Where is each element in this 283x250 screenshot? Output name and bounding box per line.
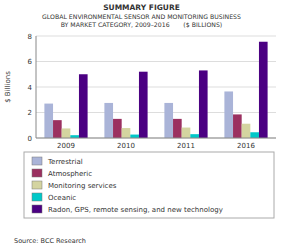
bar [122, 128, 131, 138]
bar [242, 124, 251, 138]
chart: SUMMARY FIGUREGLOBAL ENVIRONMENTAL SENSO… [0, 0, 283, 250]
bar [259, 42, 268, 138]
y-tick-label: 2 [28, 109, 32, 117]
bar [53, 120, 62, 138]
y-tick-label: 8 [28, 33, 32, 41]
grid-line [36, 87, 276, 88]
grid-line [36, 138, 276, 139]
subtitle: BY MARKET CATEGORY, 2009–2016 ($ BILLION… [61, 21, 223, 28]
bar [104, 103, 113, 138]
subtitle: GLOBAL ENVIRONMENTAL SENSOR AND MONITORI… [42, 13, 241, 20]
legend-swatch [32, 169, 42, 177]
bar [44, 104, 53, 138]
bar [62, 128, 71, 138]
grid-line [36, 36, 276, 37]
x-axis-line [36, 138, 276, 139]
grid-line [36, 61, 276, 62]
legend-swatch [32, 193, 42, 201]
bar [113, 119, 122, 138]
bar [190, 134, 199, 138]
bar [233, 114, 242, 138]
x-tick-label: 2009 [57, 142, 75, 150]
bar [250, 132, 259, 138]
y-axis-line [36, 36, 37, 138]
y-axis-label: $ Billions [4, 71, 12, 103]
x-tick-label: 2011 [177, 142, 195, 150]
legend-label: Radon, GPS, remote sensing, and new tech… [48, 206, 223, 214]
y-tick-label: 4 [28, 84, 33, 92]
legend-label: Monitoring services [48, 182, 117, 190]
bar [130, 135, 139, 138]
legend-swatch [32, 181, 42, 189]
legend: Terrestrial Atmospheric Monitoring service… [24, 152, 274, 218]
legend-label: Terrestrial [47, 158, 83, 166]
bar [173, 119, 182, 138]
bar [164, 103, 173, 138]
legend-label: Atmospheric [48, 170, 92, 178]
grid-line [36, 112, 276, 113]
bar [224, 91, 233, 138]
title: SUMMARY FIGURE [103, 3, 180, 12]
legend-swatch [32, 157, 42, 165]
y-tick-label: 0 [28, 135, 32, 143]
y-tick-label: 6 [28, 58, 33, 66]
bar [79, 74, 88, 138]
x-tick-label: 2016 [237, 142, 255, 150]
legend-label: Oceanic [48, 194, 76, 202]
legend-box [24, 152, 274, 218]
bars [44, 42, 267, 138]
bar [182, 128, 191, 138]
annotation: Source: BCC Research [14, 237, 86, 245]
x-tick-label: 2010 [117, 142, 135, 150]
bar [139, 72, 148, 138]
bar [199, 70, 208, 138]
legend-swatch [32, 205, 42, 213]
